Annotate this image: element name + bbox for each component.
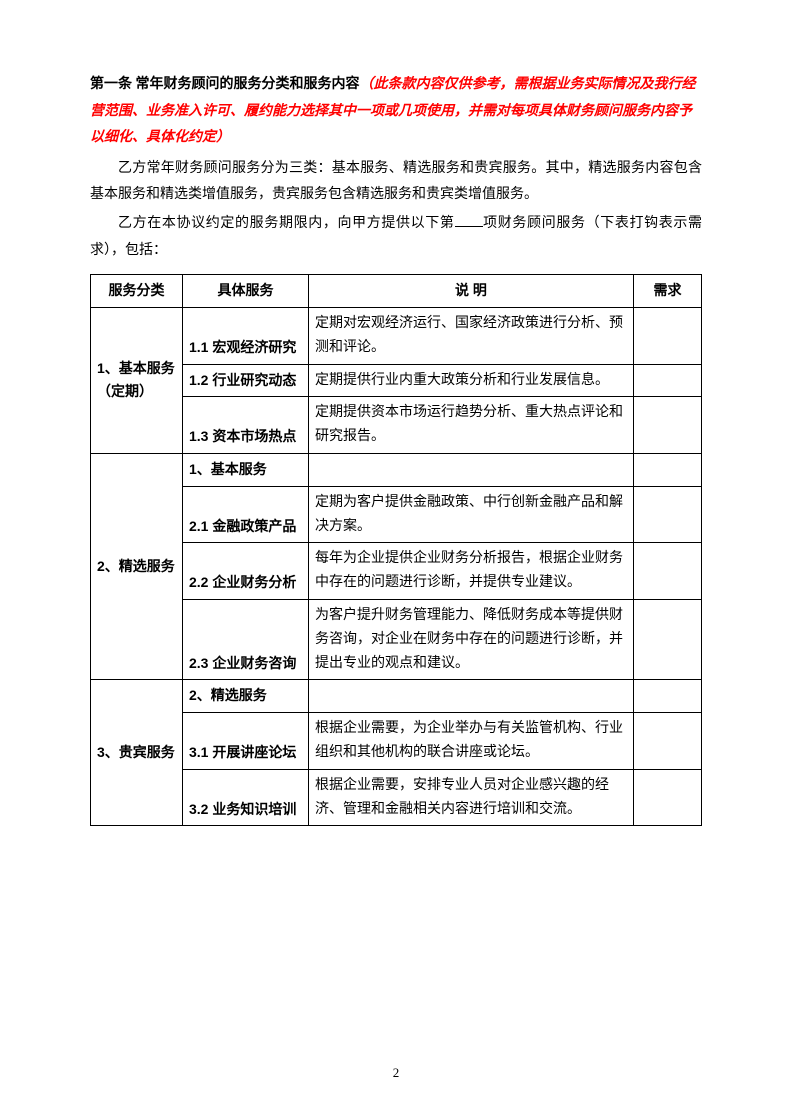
cell-demand[interactable] [634,364,702,397]
cell-service: 2.2 企业财务分析 [183,543,309,600]
cell-desc: 每年为企业提供企业财务分析报告，根据企业财务中存在的问题进行诊断，并提供专业建议… [309,543,634,600]
table-row: 2、精选服务 1、基本服务 [91,453,702,486]
table-header-row: 服务分类 具体服务 说 明 需求 [91,275,702,308]
cell-desc: 定期提供行业内重大政策分析和行业发展信息。 [309,364,634,397]
table-row: 3.1 开展讲座论坛 根据企业需要，为企业举办与有关监管机构、行业组织和其他机构… [91,713,702,770]
para2-pre: 乙方在本协议约定的服务期限内，向甲方提供以下第 [118,216,455,231]
table-row: 2.2 企业财务分析 每年为企业提供企业财务分析报告，根据企业财务中存在的问题进… [91,543,702,600]
cell-service: 3.2 业务知识培训 [183,769,309,826]
heading-black: 第一条 常年财务顾问的服务分类和服务内容 [90,77,360,92]
cell-demand[interactable] [634,397,702,454]
paragraph-1: 乙方常年财务顾问服务分为三类：基本服务、精选服务和贵宾服务。其中，精选服务内容包… [90,156,702,209]
cell-desc: 根据企业需要，为企业举办与有关监管机构、行业组织和其他机构的联合讲座或论坛。 [309,713,634,770]
table-row: 3、贵宾服务 2、精选服务 [91,680,702,713]
cell-category-basic: 1、基本服务（定期） [91,307,183,453]
cell-desc: 根据企业需要，安排专业人员对企业感兴趣的经济、管理和金融相关内容进行培训和交流。 [309,769,634,826]
cell-demand[interactable] [634,307,702,364]
table-row: 2.3 企业财务咨询 为客户提升财务管理能力、降低财务成本等提供财务咨询，对企业… [91,599,702,679]
th-category: 服务分类 [91,275,183,308]
cell-demand[interactable] [634,453,702,486]
table-row: 1.2 行业研究动态 定期提供行业内重大政策分析和行业发展信息。 [91,364,702,397]
article-heading: 第一条 常年财务顾问的服务分类和服务内容（此条款内容仅供参考，需根据业务实际情况… [90,72,702,152]
cell-demand[interactable] [634,769,702,826]
cell-category-vip: 3、贵宾服务 [91,680,183,826]
service-table: 服务分类 具体服务 说 明 需求 1、基本服务（定期） 1.1 宏观经济研究 定… [90,274,702,826]
cell-desc: 定期对宏观经济运行、国家经济政策进行分析、预测和评论。 [309,307,634,364]
cell-desc: 定期为客户提供金融政策、中行创新金融产品和解决方案。 [309,486,634,543]
cell-desc: 为客户提升财务管理能力、降低财务成本等提供财务咨询，对企业在财务中存在的问题进行… [309,599,634,679]
cell-service: 1.2 行业研究动态 [183,364,309,397]
table-row: 2.1 金融政策产品 定期为客户提供金融政策、中行创新金融产品和解决方案。 [91,486,702,543]
cell-demand[interactable] [634,680,702,713]
th-service: 具体服务 [183,275,309,308]
cell-demand[interactable] [634,543,702,600]
cell-service: 1.3 资本市场热点 [183,397,309,454]
cell-service: 2.3 企业财务咨询 [183,599,309,679]
table-row: 1.3 资本市场热点 定期提供资本市场运行趋势分析、重大热点评论和研究报告。 [91,397,702,454]
th-demand: 需求 [634,275,702,308]
blank-fill[interactable] [455,213,483,227]
cell-service: 1、基本服务 [183,453,309,486]
cell-desc: 定期提供资本市场运行趋势分析、重大热点评论和研究报告。 [309,397,634,454]
cell-demand[interactable] [634,713,702,770]
table-row: 3.2 业务知识培训 根据企业需要，安排专业人员对企业感兴趣的经济、管理和金融相… [91,769,702,826]
paragraph-2: 乙方在本协议约定的服务期限内，向甲方提供以下第项财务顾问服务（下表打钩表示需求）… [90,211,702,264]
cell-desc [309,680,634,713]
cell-service: 2、精选服务 [183,680,309,713]
cell-service: 2.1 金融政策产品 [183,486,309,543]
cell-service: 1.1 宏观经济研究 [183,307,309,364]
cell-category-select: 2、精选服务 [91,453,183,679]
document-page: 第一条 常年财务顾问的服务分类和服务内容（此条款内容仅供参考，需根据业务实际情况… [0,0,792,1120]
cell-demand[interactable] [634,599,702,679]
cell-desc [309,453,634,486]
page-number: 2 [0,1061,792,1086]
table-row: 1、基本服务（定期） 1.1 宏观经济研究 定期对宏观经济运行、国家经济政策进行… [91,307,702,364]
cell-demand[interactable] [634,486,702,543]
th-desc: 说 明 [309,275,634,308]
cell-service: 3.1 开展讲座论坛 [183,713,309,770]
